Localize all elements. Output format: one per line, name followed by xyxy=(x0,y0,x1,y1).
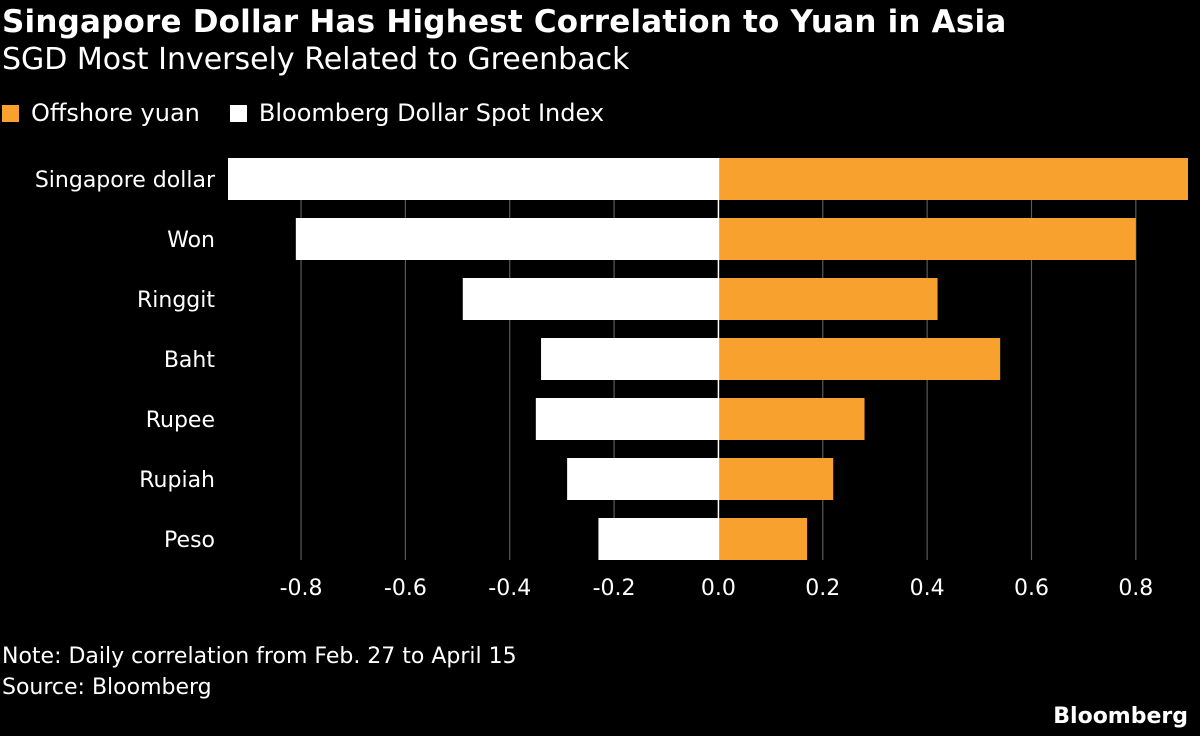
bloomberg-logo: Bloomberg xyxy=(1053,704,1188,729)
x-tick-label-0-6: -0.6 xyxy=(384,576,427,601)
bar-peso-dollar-index xyxy=(598,518,719,560)
legend-swatch-orange-icon xyxy=(2,104,19,122)
bar-rupee-dollar-index xyxy=(535,398,719,440)
x-tick-label-0-8: 0.8 xyxy=(1118,576,1153,601)
chart-note: Note: Daily correlation from Feb. 27 to … xyxy=(2,644,517,669)
x-tick-labels: -0.8 -0.6 -0.4 -0.2 0.0 0.2 0.4 0.6 0.8 xyxy=(280,576,1154,601)
legend-item-dollar-index: Bloomberg Dollar Spot Index xyxy=(229,99,605,127)
bar-won-dollar-index xyxy=(295,218,719,260)
x-tick-label-0-2: -0.2 xyxy=(593,576,636,601)
legend-label-dollar-index: Bloomberg Dollar Spot Index xyxy=(258,99,605,127)
bar-rupiah-yuan xyxy=(718,458,834,500)
x-tick-label-0-4: 0.4 xyxy=(910,576,945,601)
legend-item-offshore-yuan: Offshore yuan xyxy=(2,99,200,127)
x-tick-label-0-6: 0.6 xyxy=(1014,576,1049,601)
bar-baht-dollar-index xyxy=(541,338,719,380)
category-label-singapore-dollar: Singapore dollar xyxy=(35,168,216,193)
category-label-won: Won xyxy=(167,228,215,253)
category-label-ringgit: Ringgit xyxy=(137,288,215,313)
chart-source: Source: Bloomberg xyxy=(2,675,212,700)
bar-ringgit-yuan xyxy=(718,278,938,320)
bar-rupiah-dollar-index xyxy=(567,458,719,500)
x-tick-label-0-8: -0.8 xyxy=(280,576,323,601)
bar-ringgit-dollar-index xyxy=(462,278,719,320)
category-label-peso: Peso xyxy=(164,528,215,553)
bar-baht-yuan xyxy=(718,338,1001,380)
x-tick-label-0-4: -0.4 xyxy=(488,576,531,601)
bar-rupee-yuan xyxy=(718,398,865,440)
x-tick-label-0-2: 0.2 xyxy=(805,576,840,601)
legend: Offshore yuan Bloomberg Dollar Spot Inde… xyxy=(2,98,634,128)
bar-peso-yuan xyxy=(718,518,808,560)
category-label-baht: Baht xyxy=(164,348,216,373)
category-label-rupee: Rupee xyxy=(146,408,215,433)
legend-swatch-white-icon xyxy=(229,104,247,122)
chart-title: Singapore Dollar Has Highest Correlation… xyxy=(2,4,1007,40)
bar-singapore-dollar-dollar-index xyxy=(228,158,719,200)
bar-won-yuan xyxy=(718,218,1136,260)
bars xyxy=(228,158,1188,560)
x-tick-label-0-0: 0.0 xyxy=(701,576,736,601)
category-labels: Singapore dollar Won Ringgit Baht Rupee Rupia… xyxy=(35,168,216,553)
chart-subtitle: SGD Most Inversely Related to Greenback xyxy=(2,42,630,77)
bar-singapore-dollar-yuan xyxy=(718,158,1188,200)
legend-label-offshore-yuan: Offshore yuan xyxy=(31,99,200,127)
bar-chart: Singapore dollar Won Ringgit Baht Rupee Rupia… xyxy=(35,158,1188,601)
category-label-rupiah: Rupiah xyxy=(139,468,215,493)
